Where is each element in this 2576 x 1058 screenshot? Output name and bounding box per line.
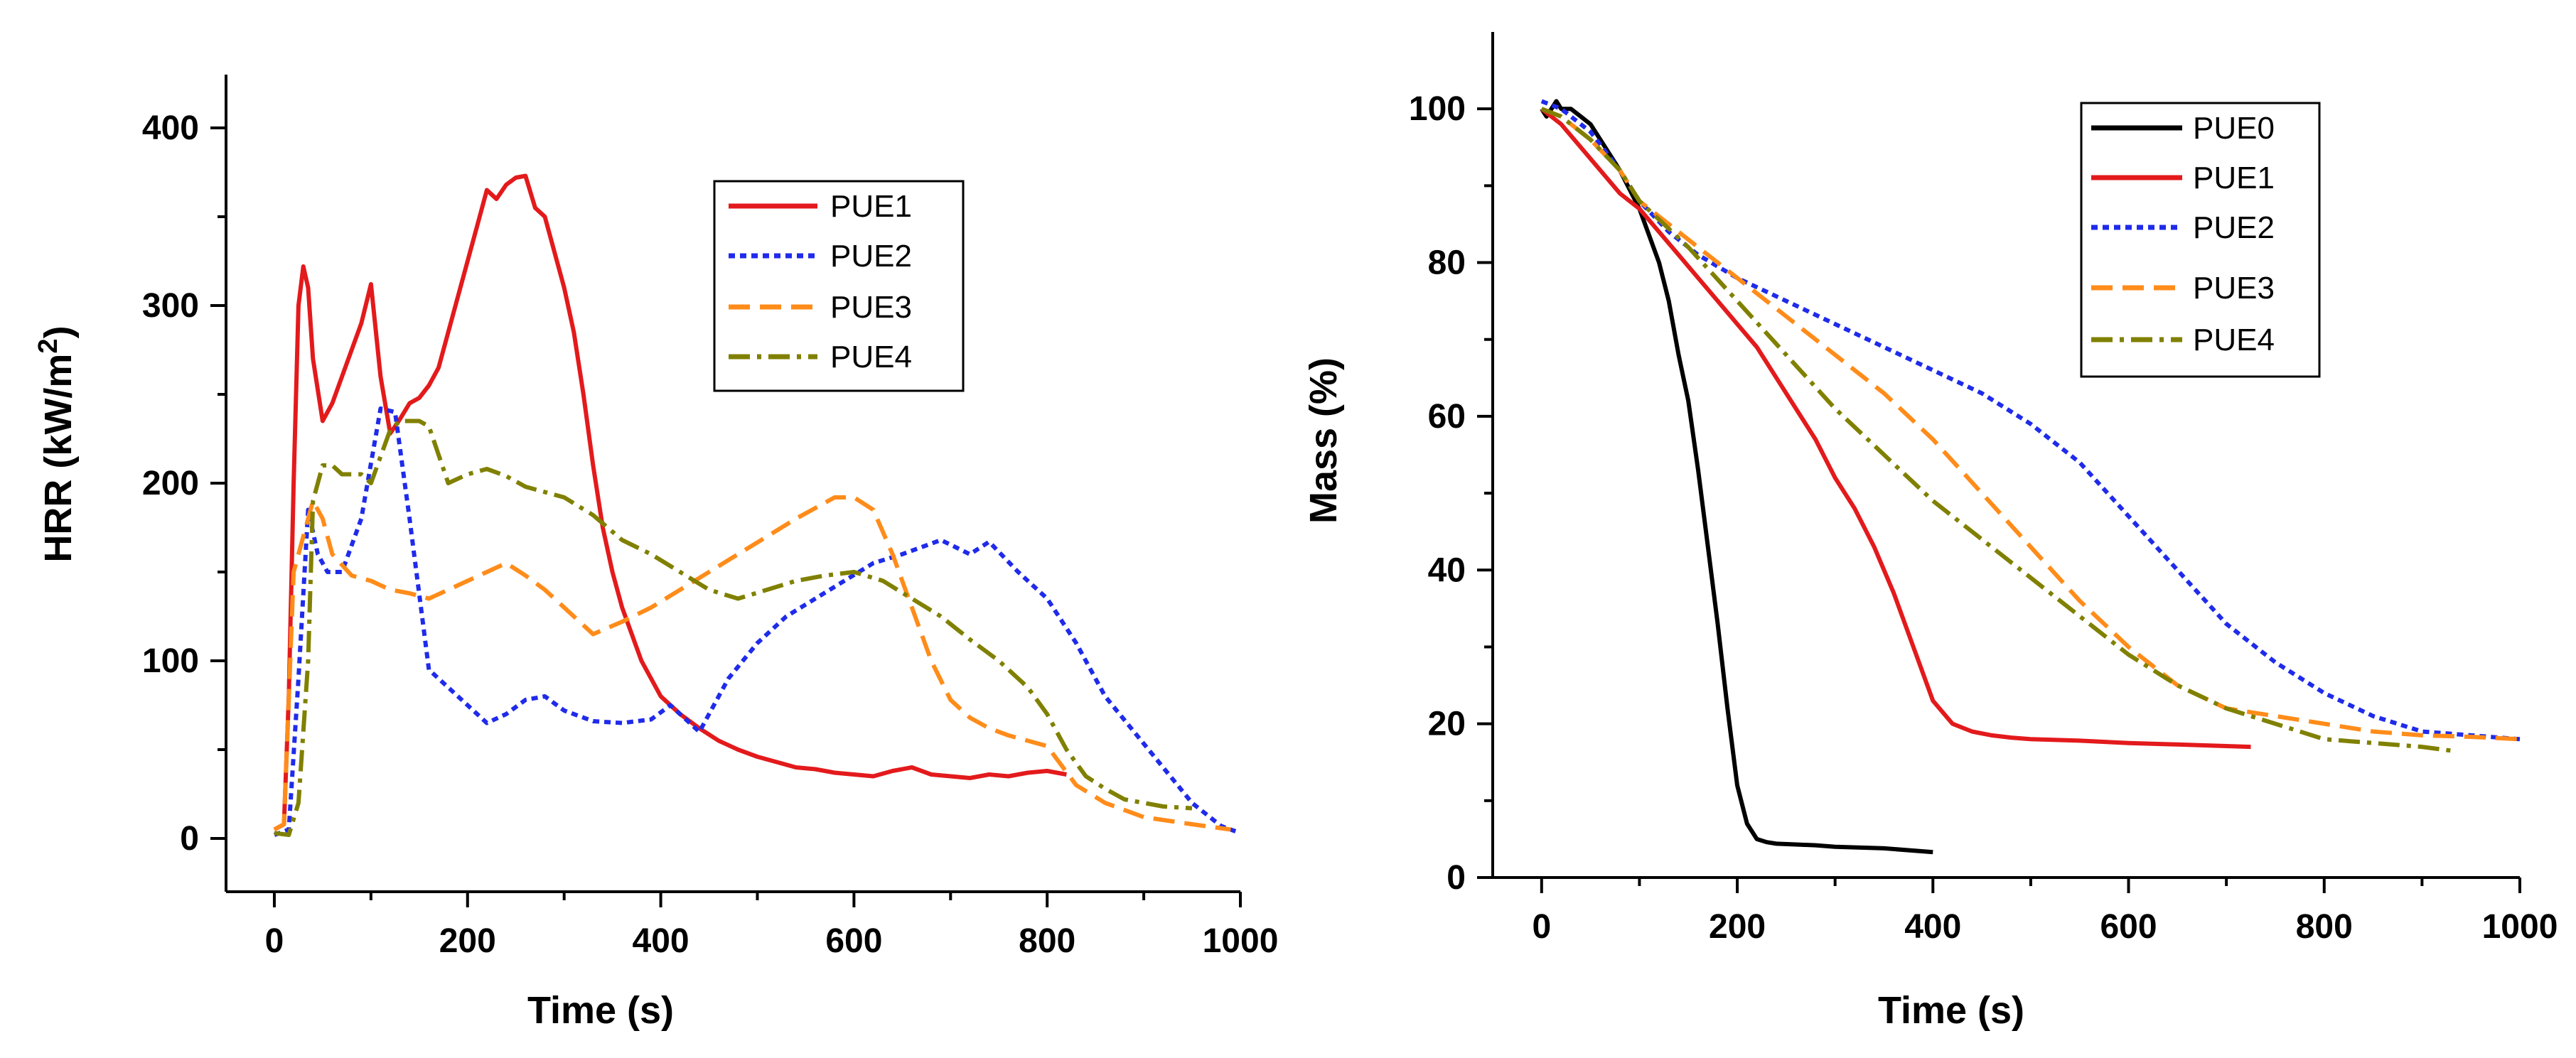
mass-legend-label-pue3: PUE3 [2193, 271, 2275, 306]
hrr-series-pue4 [274, 419, 1193, 837]
mass-y-tick-label-0: 0 [1447, 859, 1466, 897]
mass-series-pue4 [1540, 107, 2452, 753]
hrr-x-tick-label-200: 200 [439, 922, 496, 960]
mass-x-tick-label-600: 600 [2100, 908, 2157, 946]
mass-chart: 0 200 400 600 800 1000 0 20 40 60 80 100 Time (s) M… [1302, 32, 2558, 1032]
hrr-x-tick-label-800: 800 [1019, 922, 1075, 960]
hrr-legend-label-pue2: PUE2 [830, 239, 912, 274]
hrr-legend-label-pue4: PUE4 [830, 340, 912, 374]
hrr-y-tick-label-300: 300 [142, 287, 199, 325]
mass-legend-label-pue0: PUE0 [2193, 111, 2275, 146]
mass-x-tick-label-200: 200 [1709, 908, 1766, 946]
hrr-y-tick-label-0: 0 [180, 820, 199, 858]
hrr-y-axis-title: HRR (kW/m2) [33, 325, 80, 562]
mass-legend-label-pue1: PUE1 [2193, 161, 2275, 195]
hrr-x-tick-label-600: 600 [825, 922, 882, 960]
mass-axes [1491, 32, 2520, 879]
mass-x-axis-title: Time (s) [1878, 989, 2024, 1032]
mass-y-tick-label-80: 80 [1428, 244, 1466, 282]
hrr-series-pue1 [273, 173, 1067, 832]
mass-ticks: 0 200 400 600 800 1000 0 20 40 60 80 100 [1409, 90, 2558, 946]
mass-legend: PUE0 PUE1 PUE2 PUE3 PUE4 [2080, 102, 2321, 378]
mass-series-pue0 [1540, 99, 1933, 855]
mass-x-tick-label-0: 0 [1532, 908, 1551, 946]
hrr-x-tick-label-1000: 1000 [1203, 922, 1279, 960]
mass-y-tick-label-60: 60 [1428, 398, 1466, 436]
mass-x-tick-label-1000: 1000 [2482, 908, 2558, 946]
mass-x-tick-label-800: 800 [2296, 908, 2353, 946]
hrr-series-pue2 [273, 406, 1237, 837]
hrr-y-tick-label-400: 400 [142, 109, 199, 147]
hrr-x-tick-label-0: 0 [265, 922, 284, 960]
hrr-ticks: 0 200 400 600 800 1000 0 100 200 300 400 [142, 109, 1278, 960]
hrr-y-tick-label-200: 200 [142, 465, 199, 502]
hrr-x-axis-title: Time (s) [527, 989, 674, 1032]
mass-y-tick-label-20: 20 [1428, 706, 1466, 743]
mass-y-tick-label-100: 100 [1409, 90, 1466, 128]
hrr-series-layer [273, 173, 1237, 837]
mass-legend-label-pue2: PUE2 [2193, 210, 2275, 245]
mass-series-pue1 [1540, 107, 2251, 750]
hrr-series-pue3 [273, 495, 1231, 832]
mass-x-tick-label-400: 400 [1904, 908, 1961, 946]
mass-legend-label-pue4: PUE4 [2193, 323, 2275, 357]
hrr-legend-label-pue3: PUE3 [830, 290, 912, 325]
mass-y-tick-label-40: 40 [1428, 551, 1466, 589]
hrr-legend-label-pue1: PUE1 [830, 189, 912, 224]
mass-legend-box [2080, 102, 2321, 378]
hrr-y-tick-label-100: 100 [142, 642, 199, 680]
hrr-legend: PUE1 PUE2 PUE3 PUE4 [713, 180, 965, 392]
hrr-x-tick-label-400: 400 [633, 922, 689, 960]
hrr-legend-box [713, 180, 965, 392]
mass-series-layer [1540, 99, 2521, 855]
mass-y-axis-title: Mass (%) [1302, 357, 1345, 524]
